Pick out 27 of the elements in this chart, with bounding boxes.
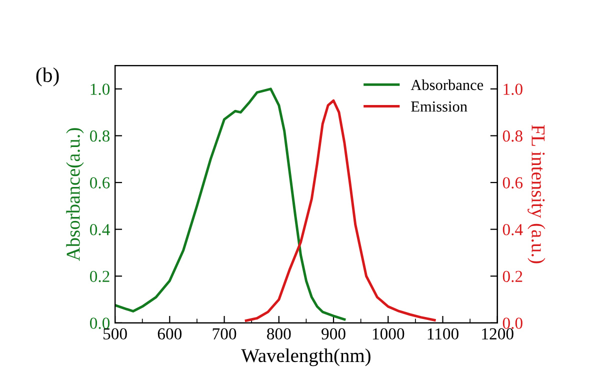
y-tick-label: 0.0 bbox=[90, 318, 110, 329]
legend-label: Emission bbox=[411, 101, 468, 112]
y-tick-label: 0.6 bbox=[90, 177, 110, 189]
x-tick-label: 600 bbox=[158, 328, 182, 340]
y2-tick-label: 1.0 bbox=[504, 84, 522, 95]
x-tick-label: 500 bbox=[104, 328, 127, 340]
y2-tick-label: 0.2 bbox=[502, 270, 522, 282]
y2-tick-label: 0.4 bbox=[502, 224, 523, 236]
y-tick-label: 0.8 bbox=[90, 130, 110, 142]
line-series bbox=[115, 88, 346, 321]
y2-tick-label: 0.8 bbox=[502, 130, 522, 142]
y-tick-label: 0.2 bbox=[90, 270, 110, 282]
y-axis-title: Absorbance(a.u.) bbox=[66, 128, 84, 261]
y2-tick-label: 0.0 bbox=[502, 318, 522, 329]
x-tick-label: 700 bbox=[212, 328, 236, 340]
x-axis-title: Wavelength(nm) bbox=[241, 348, 370, 366]
y-tick-label: 0.4 bbox=[90, 224, 110, 236]
x-tick-label: 800 bbox=[267, 328, 291, 340]
x-tick-label: 900 bbox=[322, 328, 346, 340]
text: (b) bbox=[36, 67, 59, 86]
x-tick-label: 1100 bbox=[428, 328, 458, 340]
y2-tick-label: 0.6 bbox=[502, 177, 523, 189]
x-tick-label: 1000 bbox=[372, 328, 404, 340]
legend-label: Absorbance bbox=[410, 79, 484, 90]
y2-axis-title: FL intensity (a.u.) bbox=[528, 124, 546, 264]
y-tick-label: 1.0 bbox=[90, 84, 110, 95]
x-tick-label: 1200 bbox=[482, 328, 514, 340]
